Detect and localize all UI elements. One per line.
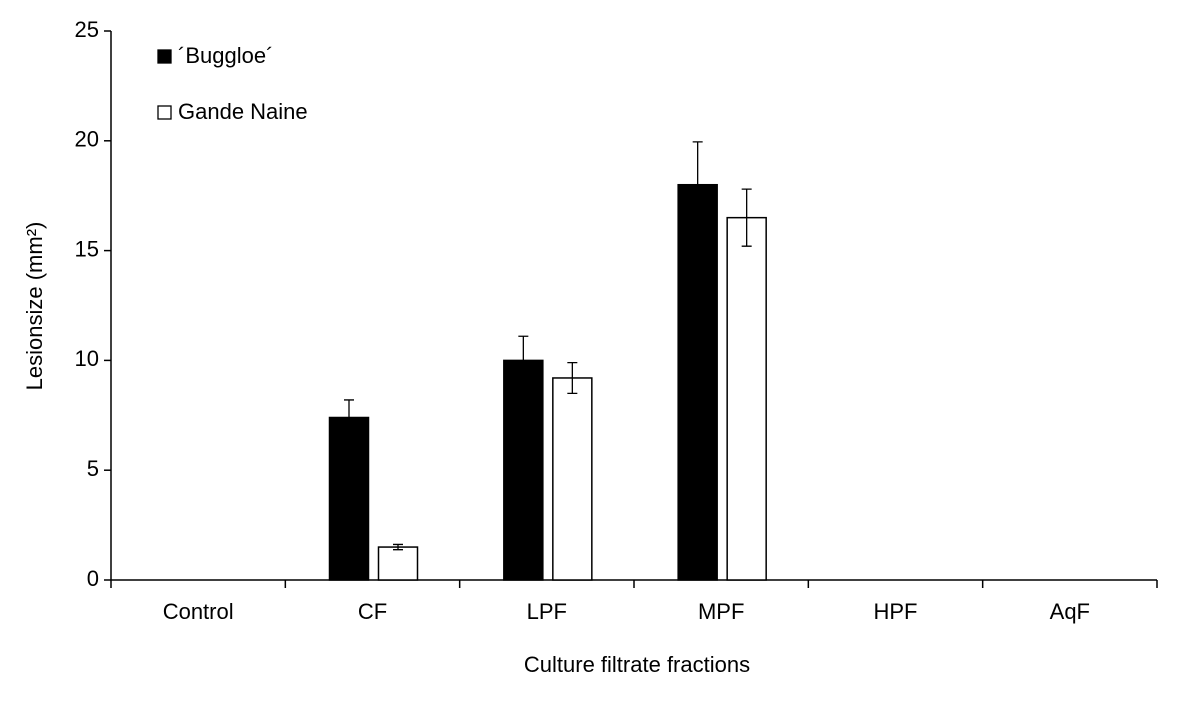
y-tick-label: 25 xyxy=(75,17,99,42)
x-tick-label: LPF xyxy=(527,599,567,624)
bar xyxy=(677,183,718,581)
x-axis-label: Culture filtrate fractions xyxy=(524,652,750,677)
error-bar xyxy=(344,399,354,436)
error-bar xyxy=(518,335,529,386)
x-tick-label: CF xyxy=(358,599,387,624)
y-tick-label: 20 xyxy=(75,127,99,152)
error-bar xyxy=(393,543,403,551)
y-axis-label: Lesionsize (mm²) xyxy=(22,222,47,391)
x-tick-label: MPF xyxy=(698,599,744,624)
x-tick-label: Control xyxy=(163,599,234,624)
legend-swatch xyxy=(157,49,172,64)
bar xyxy=(377,546,419,581)
y-tick-label: 0 xyxy=(87,566,99,591)
legend-label: Gande Naine xyxy=(178,99,308,124)
x-tick-label: AqF xyxy=(1050,599,1090,624)
error-bar xyxy=(692,141,703,229)
error-bar xyxy=(567,361,578,394)
bar xyxy=(552,377,593,581)
x-tick-label: HPF xyxy=(874,599,918,624)
y-tick-label: 15 xyxy=(75,236,99,261)
y-tick-label: 5 xyxy=(87,456,99,481)
legend-label: ´Buggloe´ xyxy=(178,43,273,68)
bar xyxy=(726,216,767,581)
legend-swatch xyxy=(157,105,172,120)
bar xyxy=(503,359,544,581)
bar xyxy=(328,416,370,581)
y-tick-label: 10 xyxy=(75,346,99,371)
error-bar xyxy=(741,188,752,247)
